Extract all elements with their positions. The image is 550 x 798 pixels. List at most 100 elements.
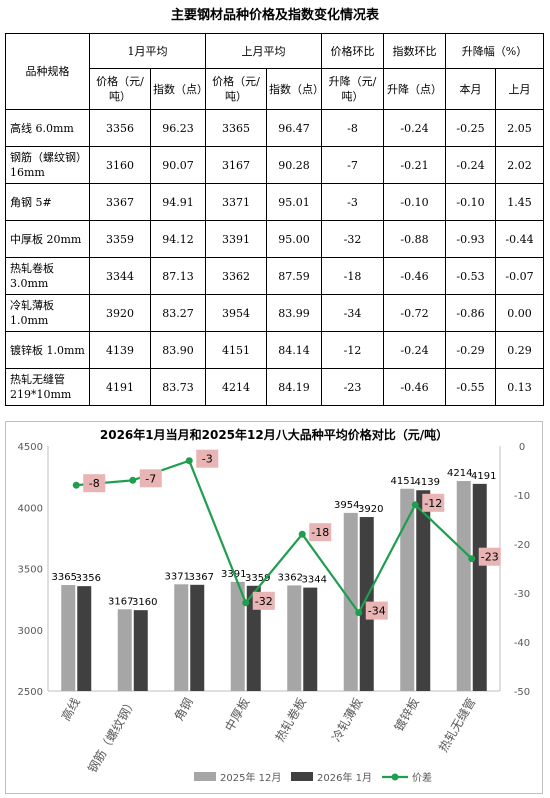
bar-dec [174, 584, 189, 691]
cell-dec-index: 83.99 [266, 294, 322, 332]
header-change-pct: 升降幅（%） [444, 33, 545, 69]
diff-label: -3 [202, 453, 213, 466]
table-row: 钢筋（螺纹钢）16mm 3160 90.07 3167 90.28 -7 -0.21 -0.2… [5, 146, 545, 184]
legend-label-jan: 2026年 1月 [317, 771, 372, 784]
price-comparison-chart: 2026年1月当月和2025年12月八大品种平均价格对比（元/吨） 2500 300… [5, 421, 543, 794]
diff-point [242, 599, 250, 607]
cell-last: 2.02 [494, 146, 545, 184]
bar-jan-label: 3920 [358, 504, 383, 515]
cell-dec-price: 3365 [205, 109, 267, 147]
header-variety: 品种规格 [5, 33, 90, 110]
cell-jan-price: 3356 [89, 109, 151, 147]
bar-jan [472, 483, 487, 691]
diff-label: -18 [311, 526, 329, 539]
header-idx-change: 升降（点） [383, 68, 446, 110]
bar-jan [416, 490, 431, 691]
bar-dec-label: 3954 [334, 500, 359, 511]
cell-chg: -0.25 [445, 109, 496, 147]
cell-jan-price: 3344 [89, 257, 151, 295]
cell-idx: -0.46 [383, 368, 446, 406]
table-row: 中厚板 20mm 3359 94.12 3391 95.00 -32 -0.88 -0.93-… [5, 220, 545, 258]
header-index-mom: 指数环比 [383, 33, 446, 69]
cell-jan-price: 3920 [89, 294, 151, 332]
y-tick-label: 2500 [18, 687, 43, 698]
cell-last: 0.29 [494, 331, 545, 369]
cell-jan-index: 94.91 [150, 183, 206, 221]
cell-chg: -0.93 [445, 220, 496, 258]
cell-jan-index: 94.12 [150, 220, 206, 258]
bar-dec [400, 488, 415, 691]
table-row: 高线 6.0mm 3356 96.23 3365 96.47 -8 -0.24 -0.25 2.… [5, 109, 545, 147]
header-this-month: 本月 [445, 68, 496, 110]
bar-dec [287, 585, 302, 691]
table-title: 主要钢材品种价格及指数变化情况表 [170, 8, 379, 23]
diff-label-box [309, 523, 332, 542]
cell-dec-index: 84.19 [266, 368, 322, 406]
cell-idx: -0.88 [383, 220, 446, 258]
cell-jan-index: 83.90 [150, 331, 206, 369]
cell-idx: -0.10 [383, 183, 446, 221]
bar-dec-label: 3362 [278, 572, 303, 583]
bar-jan-label: 4139 [415, 477, 440, 488]
chart-svg: 2026年1月当月和2025年12月八大品种平均价格对比（元/吨） 2500 300… [18, 427, 531, 784]
cell-dec-index: 90.28 [266, 146, 322, 184]
cell-dec-price: 4151 [205, 331, 267, 369]
cell-mom: -7 [321, 146, 384, 184]
y-tick-label: 3500 [18, 565, 43, 576]
cell-mom: -12 [321, 331, 384, 369]
diff-label: -7 [145, 472, 156, 485]
cell-mom: -3 [321, 183, 384, 221]
header-jan-avg: 1月平均 [89, 33, 206, 69]
diff-label-box [252, 591, 275, 610]
diff-point [355, 609, 363, 617]
cell-name: 镀锌板 1.0mm [5, 331, 90, 369]
diff-point [411, 501, 419, 509]
legend-label-dec: 2025年 12月 [220, 771, 281, 784]
cell-name: 热轧卷板 3.0mm [5, 257, 90, 295]
cell-name: 中厚板 20mm [5, 220, 90, 258]
cell-dec-price: 3954 [205, 294, 267, 332]
diff-label-box [478, 547, 501, 566]
diff-label-box [365, 601, 388, 620]
y2-tick-label: -10 [514, 491, 530, 502]
y2-tick-label: -40 [514, 638, 530, 649]
header-jan-index: 指数（点） [150, 68, 208, 110]
bar-jan [246, 585, 261, 691]
cell-mom: -34 [321, 294, 384, 332]
bar-dec [117, 609, 132, 691]
cell-dec-price: 3167 [205, 146, 267, 184]
diff-label-box [196, 449, 219, 468]
cell-last: -0.07 [494, 257, 545, 295]
cell-chg: -0.55 [445, 368, 496, 406]
cell-dec-price: 3371 [205, 183, 267, 221]
diff-point [129, 476, 137, 484]
header-price-mom: 价格环比 [321, 33, 384, 69]
diff-label-box [139, 469, 162, 488]
y-tick-label: 3000 [18, 626, 43, 637]
cell-idx: -0.21 [383, 146, 446, 184]
cell-jan-price: 3160 [89, 146, 151, 184]
bar-jan [133, 610, 148, 691]
category-label: 高线 [58, 695, 83, 723]
y-tick-label: 4000 [18, 503, 43, 514]
table-row: 热轧卷板 3.0mm 3344 87.13 3362 87.59 -18 -0.46 -0.5… [5, 257, 545, 295]
cell-mom: -18 [321, 257, 384, 295]
table-row: 镀锌板 1.0mm 4139 83.90 4151 84.14 -12 -0.24 -0.29… [5, 331, 545, 369]
cell-jan-index: 83.73 [150, 368, 206, 406]
cell-dec-price: 3362 [205, 257, 267, 295]
cell-last: -0.44 [494, 220, 545, 258]
cell-jan-price: 4191 [89, 368, 151, 406]
bar-jan [77, 586, 92, 691]
cell-name: 高线 6.0mm [5, 109, 90, 147]
diff-point [185, 457, 193, 465]
legend-swatch-dec [194, 772, 216, 781]
cell-idx: -0.24 [383, 331, 446, 369]
y2-tick-label: 0 [519, 442, 525, 453]
cell-chg: -0.24 [445, 146, 496, 184]
cell-dec-price: 4214 [205, 368, 267, 406]
bar-jan-label: 3356 [76, 573, 101, 584]
table-row: 角钢 5# 3367 94.91 3371 95.01 -3 -0.10 -0.10 1.45 [5, 183, 545, 221]
bar-dec [230, 581, 245, 691]
y2-tick-label: -30 [514, 589, 530, 600]
diff-label: -12 [424, 497, 442, 510]
